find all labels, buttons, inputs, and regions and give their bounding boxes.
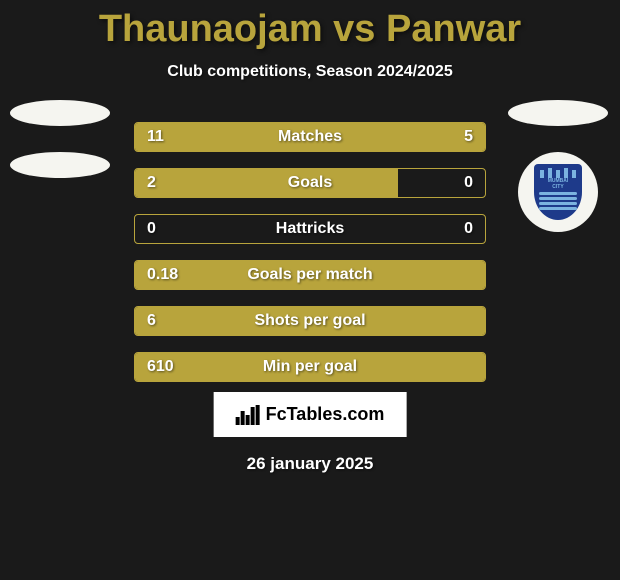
stat-value-left: 2 bbox=[147, 174, 156, 192]
stat-label: Hattricks bbox=[276, 220, 344, 238]
stat-value-left: 0.18 bbox=[147, 266, 178, 284]
stat-value-left: 6 bbox=[147, 312, 156, 330]
club-badge-right: MUMBAI CITY bbox=[518, 152, 598, 232]
stat-label: Min per goal bbox=[263, 358, 357, 376]
stat-label: Shots per goal bbox=[254, 312, 365, 330]
stat-row: 11 Matches 5 bbox=[134, 122, 486, 152]
mumbai-city-badge-icon: MUMBAI CITY bbox=[534, 164, 582, 220]
placeholder-ellipse-icon bbox=[10, 152, 110, 178]
placeholder-ellipse-icon bbox=[10, 100, 110, 126]
stat-fill-left bbox=[135, 169, 398, 197]
stat-row: 2 Goals 0 bbox=[134, 168, 486, 198]
stat-label: Goals per match bbox=[247, 266, 372, 284]
chart-icon bbox=[236, 405, 260, 425]
season-subtitle: Club competitions, Season 2024/2025 bbox=[0, 63, 620, 81]
stats-comparison: 11 Matches 5 2 Goals 0 0 Hattricks 0 0.18 Goals pe… bbox=[134, 122, 486, 398]
stat-row: 0 Hattricks 0 bbox=[134, 214, 486, 244]
stat-value-right: 5 bbox=[464, 128, 473, 146]
player-left-badges bbox=[10, 100, 110, 204]
stat-row: 0.18 Goals per match bbox=[134, 260, 486, 290]
fctables-logo: FcTables.com bbox=[214, 392, 407, 437]
stat-label: Matches bbox=[278, 128, 342, 146]
placeholder-ellipse-icon bbox=[508, 100, 608, 126]
stat-value-right: 0 bbox=[464, 220, 473, 238]
comparison-title: Thaunaojam vs Panwar bbox=[0, 0, 620, 51]
snapshot-date: 26 january 2025 bbox=[247, 454, 374, 474]
stat-value-right: 0 bbox=[464, 174, 473, 192]
brand-text: FcTables.com bbox=[266, 404, 385, 425]
stat-row: 610 Min per goal bbox=[134, 352, 486, 382]
stat-label: Goals bbox=[288, 174, 332, 192]
stat-row: 6 Shots per goal bbox=[134, 306, 486, 336]
player-right-badges: MUMBAI CITY bbox=[508, 100, 608, 232]
stat-value-left: 0 bbox=[147, 220, 156, 238]
stat-value-left: 610 bbox=[147, 358, 174, 376]
stat-value-left: 11 bbox=[147, 128, 164, 146]
